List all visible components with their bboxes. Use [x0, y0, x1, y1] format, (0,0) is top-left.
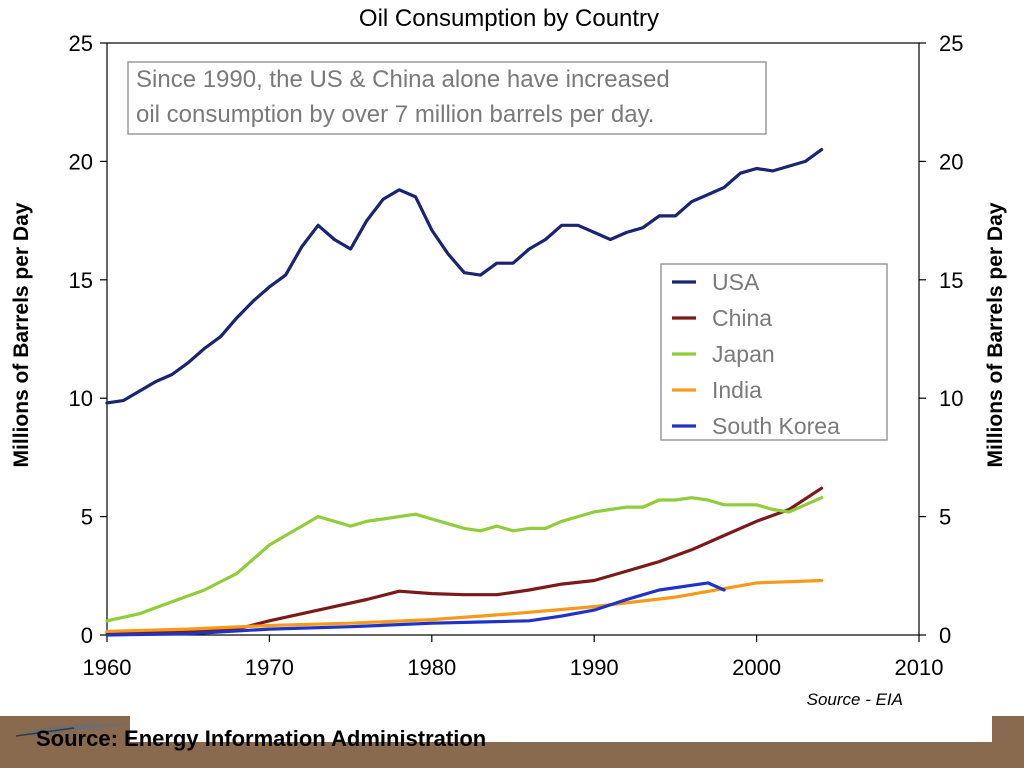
plot-area-frame — [106, 42, 920, 636]
data-series — [105, 148, 824, 637]
y-tick-label-left: 5 — [81, 505, 93, 530]
x-tick-label: 2010 — [895, 655, 944, 680]
series-line-japan — [105, 496, 824, 623]
y-tick-label-right: 10 — [939, 386, 963, 411]
source-note: Source - EIA — [807, 690, 903, 709]
y-tick-label-right: 0 — [939, 623, 951, 648]
legend-box — [660, 263, 888, 441]
annotation-line-1: Since 1990, the US & China alone have in… — [136, 66, 670, 93]
legend-label-india: India — [712, 377, 762, 403]
legend-label-japan: Japan — [712, 341, 775, 367]
series-line-india — [105, 578, 824, 634]
series-line-south-korea — [105, 581, 726, 637]
y-tick-label-right: 5 — [939, 505, 951, 530]
x-tick-label: 1980 — [407, 655, 456, 680]
y-tick-label-left: 20 — [69, 149, 93, 174]
y-tick-label-left: 10 — [69, 386, 93, 411]
annotation-line-2: oil consumption by over 7 million barrel… — [136, 101, 654, 128]
annotation-box — [127, 61, 767, 135]
axis-ticks: 0 0 5 5 10 10 15 15 20 20 25 25 1960 1970 1980 1990 2000… — [69, 31, 964, 680]
y-tick-label-right: 25 — [939, 31, 963, 56]
x-tick-label: 1970 — [245, 655, 294, 680]
oil-consumption-chart: Oil Consumption by Country Millions of B… — [10, 5, 1007, 709]
chart-title: Oil Consumption by Country — [359, 5, 659, 32]
legend: USA China Japan India South Korea — [672, 269, 840, 439]
legend-label-usa: USA — [712, 269, 760, 295]
legend-label-south-korea: South Korea — [712, 413, 840, 439]
feather-logo-icon — [15, 723, 130, 737]
y-axis-label-left: Millions of Barrels per Day — [10, 202, 33, 467]
y-tick-label-right: 20 — [939, 149, 963, 174]
y-tick-label-left: 15 — [69, 268, 93, 293]
series-line-usa — [105, 148, 824, 405]
legend-label-china: China — [712, 305, 772, 331]
y-tick-label-left: 25 — [69, 31, 93, 56]
x-tick-label: 1990 — [570, 655, 619, 680]
y-axis-label-right: Millions of Barrels per Day — [984, 202, 1007, 467]
x-tick-label: 1960 — [83, 655, 132, 680]
series-line-china — [105, 486, 824, 635]
y-tick-label-left: 0 — [81, 623, 93, 648]
footer-caption: Source: Energy Information Administratio… — [36, 726, 487, 751]
footer-strip — [130, 716, 992, 742]
y-tick-label-right: 15 — [939, 268, 963, 293]
x-tick-label: 2000 — [732, 655, 781, 680]
